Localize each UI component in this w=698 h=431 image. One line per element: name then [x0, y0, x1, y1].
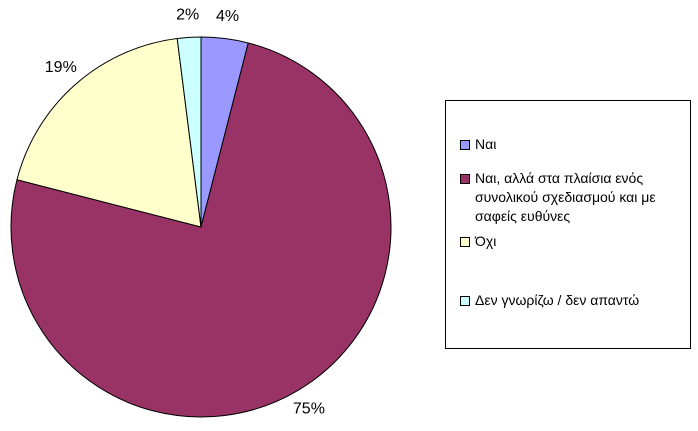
- legend-item: Ναι, αλλά στα πλαίσια ενός συνολικού σχε…: [460, 169, 680, 226]
- legend-label: Ναι: [475, 136, 497, 152]
- pie-slice: [176, 36, 202, 228]
- legend-label: Όχι: [475, 233, 497, 249]
- legend-swatch: [460, 174, 470, 184]
- pie-slice: [10, 42, 392, 418]
- data-label: 75%: [293, 401, 325, 418]
- legend-swatch: [460, 296, 470, 306]
- legend-swatch: [460, 140, 470, 150]
- legend: Ναι Ναι, αλλά στα πλαίσια ενός συνολικού …: [445, 100, 691, 349]
- legend-item: Ναι: [460, 135, 680, 154]
- legend-swatch: [460, 237, 470, 247]
- legend-item: Δεν γνωρίζω / δεν απαντώ: [460, 291, 680, 310]
- data-label: 4%: [216, 8, 239, 25]
- pie-slice: [16, 37, 202, 228]
- data-label: 2%: [176, 7, 199, 24]
- legend-label: Ναι, αλλά στα πλαίσια ενός συνολικού σχε…: [475, 170, 656, 224]
- data-label: 19%: [45, 59, 77, 76]
- legend-label: Δεν γνωρίζω / δεν απαντώ: [475, 292, 640, 308]
- legend-item: Όχι: [460, 232, 680, 251]
